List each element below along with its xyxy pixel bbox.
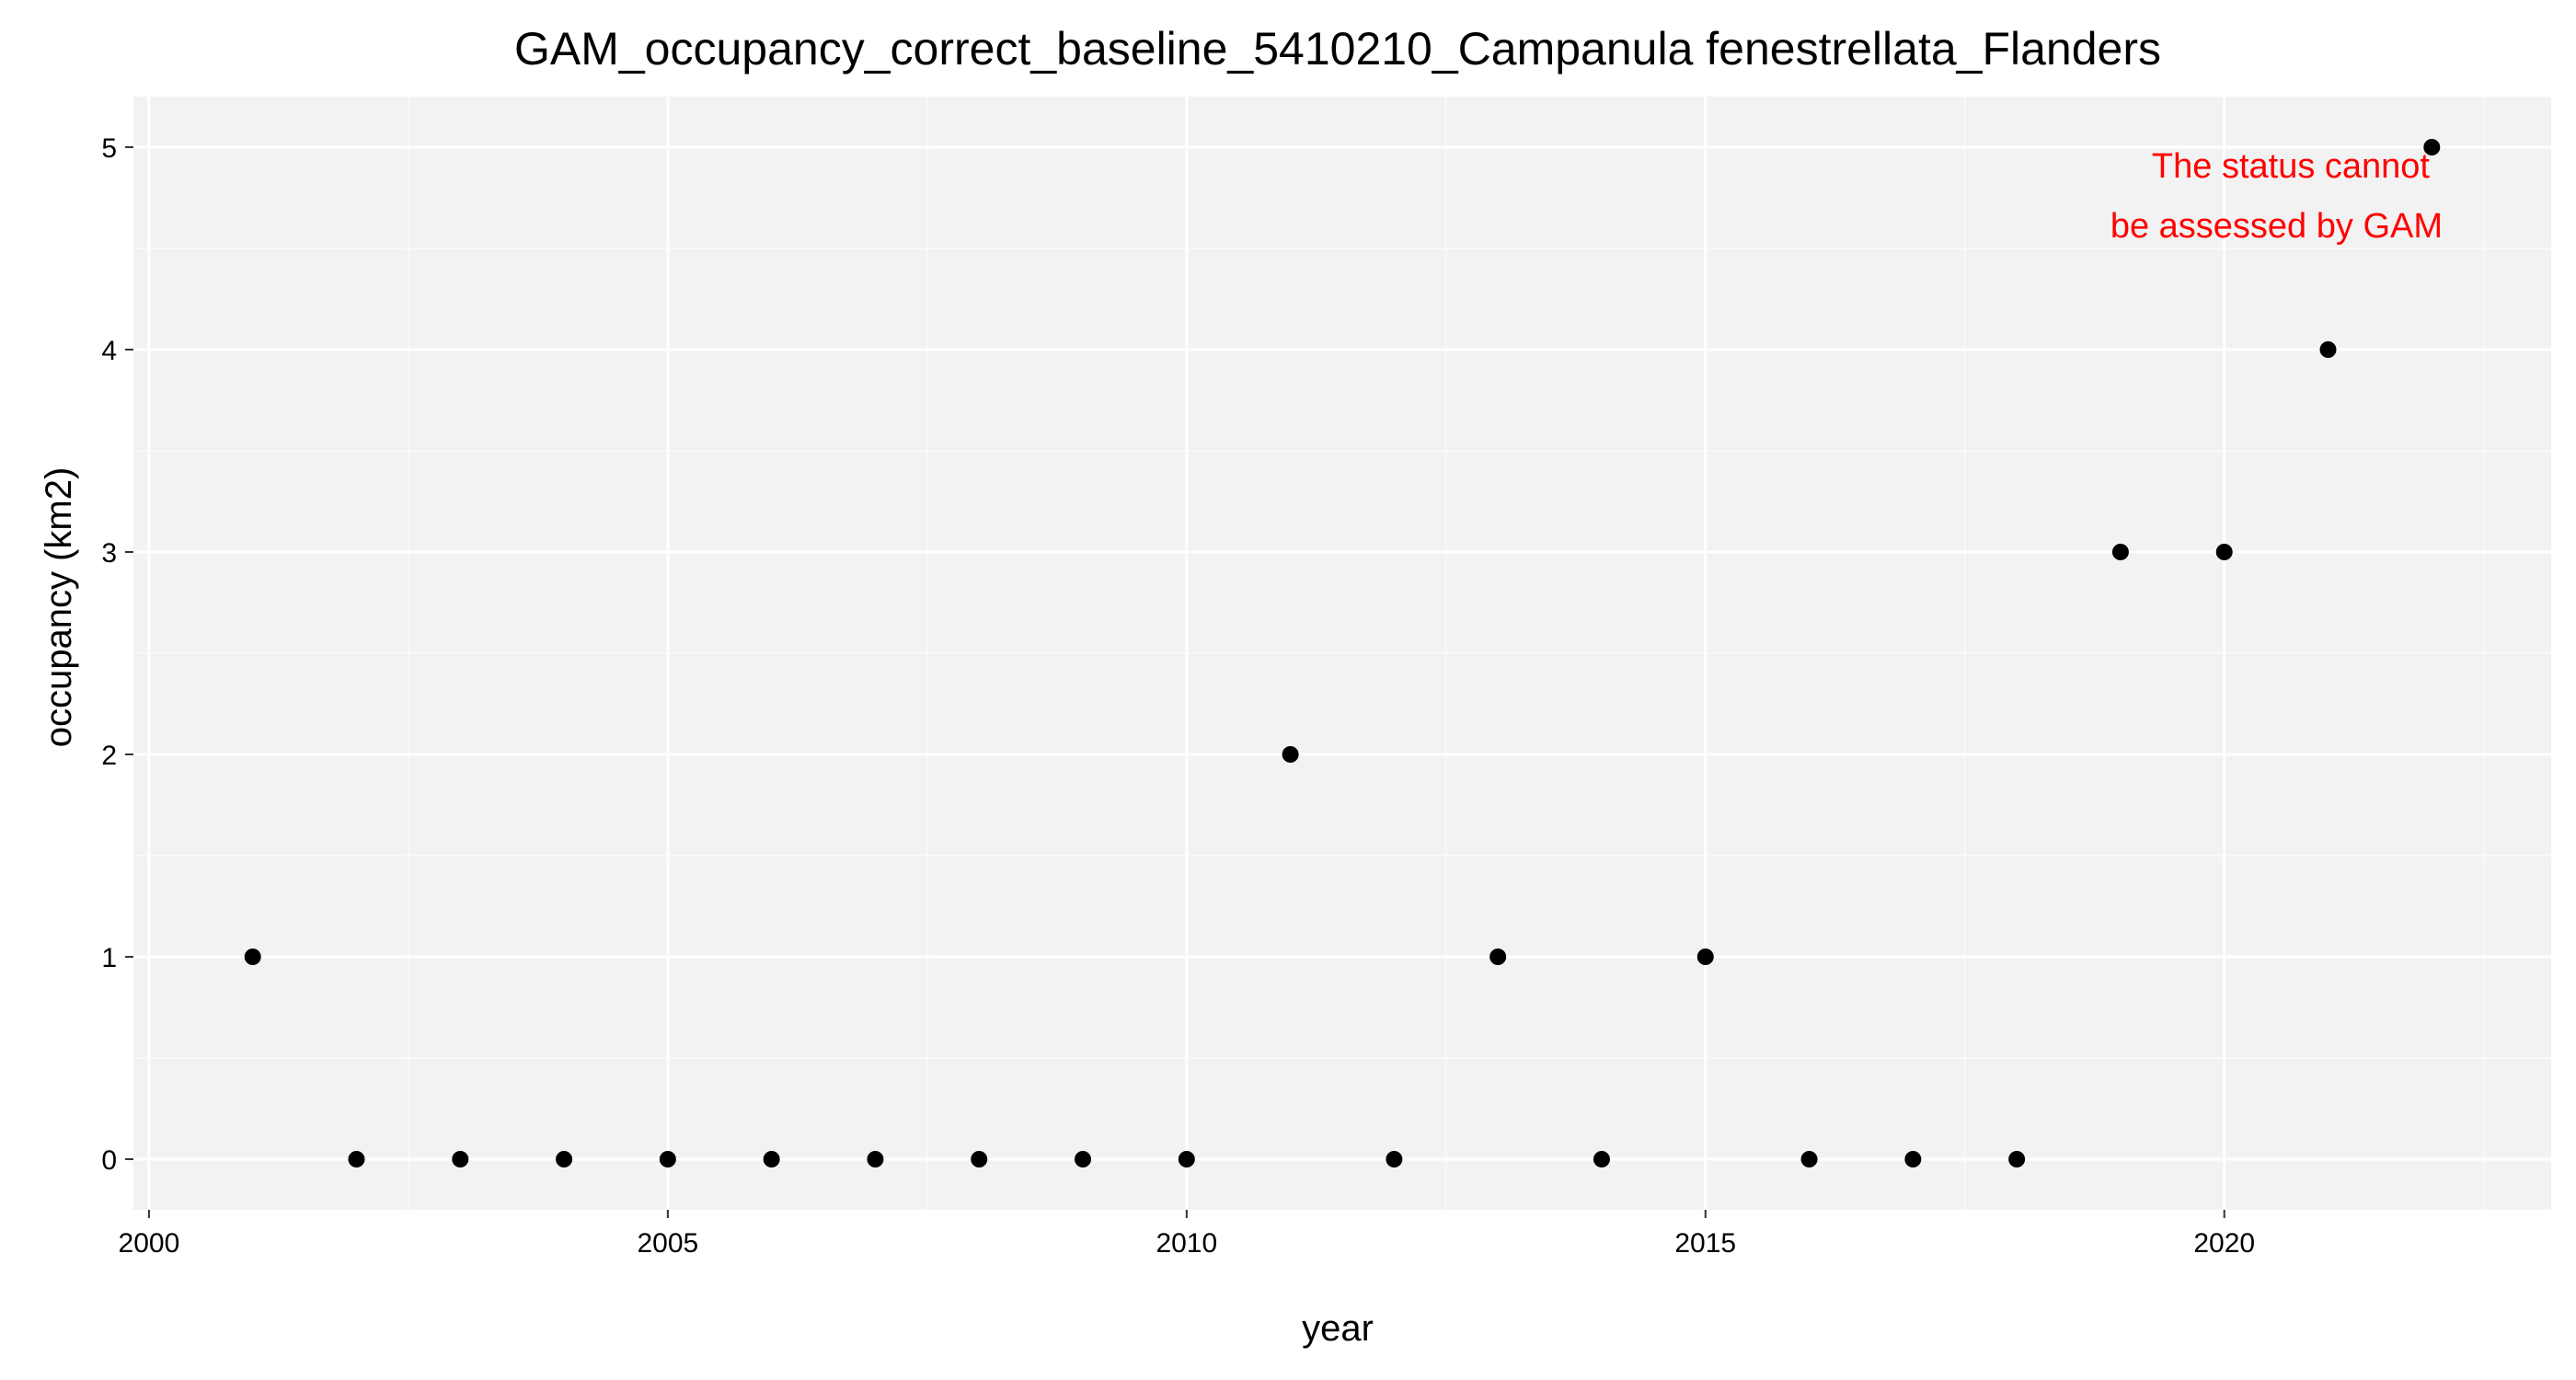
data-point <box>452 1151 469 1167</box>
data-point <box>867 1151 884 1167</box>
data-point <box>2215 544 2233 560</box>
data-point <box>2008 1151 2026 1167</box>
minor-gridlines <box>133 97 2551 1210</box>
y-tick-label: 3 <box>101 538 117 569</box>
annotation-line: The status cannot <box>2152 147 2431 186</box>
x-tick-label: 2005 <box>637 1228 698 1259</box>
data-point <box>1075 1151 1092 1167</box>
x-tick-label: 2010 <box>1156 1228 1217 1259</box>
data-point <box>2423 139 2441 155</box>
y-tick-label: 0 <box>101 1145 117 1176</box>
data-point <box>1904 1151 1922 1167</box>
y-axis-label: occupancy (km2) <box>39 467 79 748</box>
x-axis: 2000 2005 2010 2015 2020 <box>119 1210 2255 1259</box>
y-tick-label: 1 <box>101 943 117 973</box>
data-points <box>244 139 2441 1167</box>
major-gridlines <box>133 97 2551 1210</box>
data-point <box>1696 949 1714 965</box>
x-tick-label: 2000 <box>119 1228 180 1259</box>
annotation: The status cannot be assessed by GAM <box>2110 147 2443 246</box>
y-tick-label: 2 <box>101 741 117 771</box>
x-tick-label: 2020 <box>2193 1228 2255 1259</box>
data-point <box>348 1151 365 1167</box>
y-axis: 0 1 2 3 4 5 <box>101 133 133 1176</box>
data-point <box>763 1151 780 1167</box>
x-axis-label: year <box>1302 1308 1374 1349</box>
data-point <box>556 1151 573 1167</box>
annotation-line: be assessed by GAM <box>2110 207 2443 246</box>
x-tick-label: 2015 <box>1674 1228 1736 1259</box>
data-point <box>1489 949 1507 965</box>
data-point <box>1800 1151 1818 1167</box>
data-point <box>2319 341 2337 358</box>
data-point <box>1178 1151 1195 1167</box>
data-point <box>1593 1151 1610 1167</box>
data-point <box>659 1151 676 1167</box>
data-point <box>1282 746 1299 763</box>
y-tick-label: 4 <box>101 336 117 366</box>
data-point <box>244 949 261 965</box>
chart-title: GAM_occupancy_correct_baseline_5410210_C… <box>514 23 2161 75</box>
y-tick-label: 5 <box>101 133 117 164</box>
data-point <box>2111 544 2129 560</box>
data-point <box>971 1151 988 1167</box>
data-point <box>1386 1151 1403 1167</box>
